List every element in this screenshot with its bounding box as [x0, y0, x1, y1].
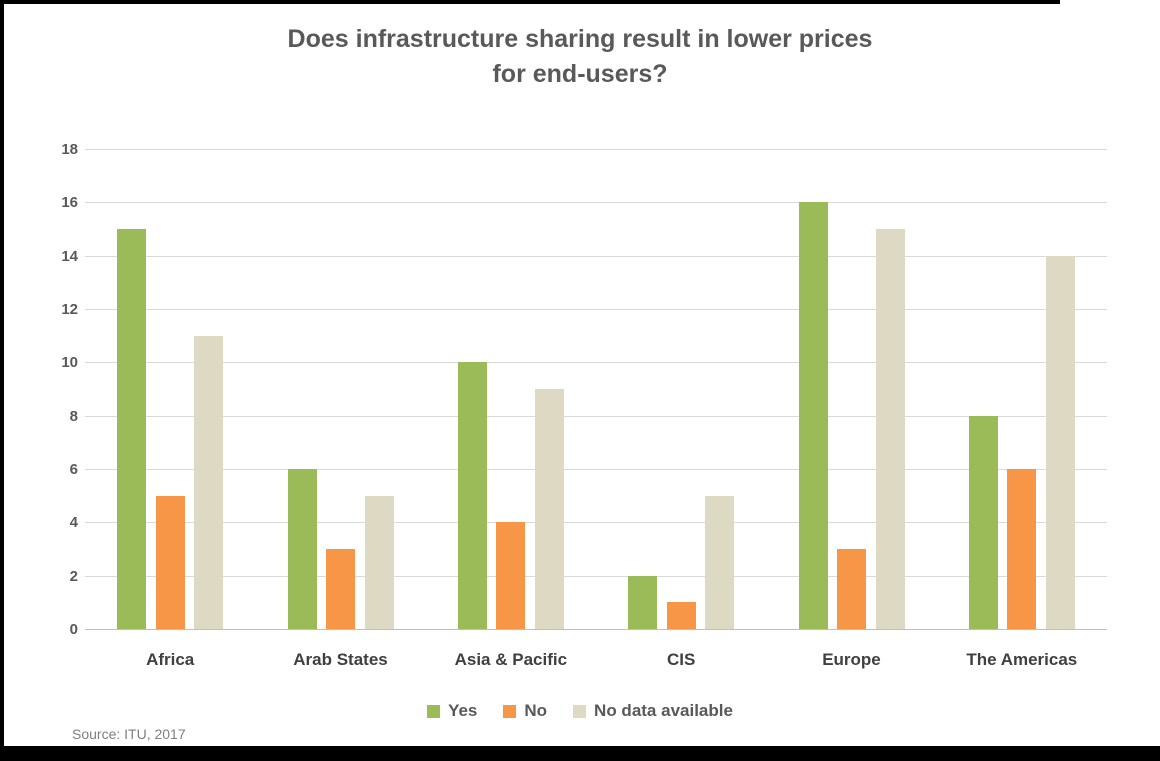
legend-label-yes: Yes — [448, 701, 478, 720]
y-axis-tick-2: 2 — [69, 567, 78, 585]
bar-cis-no — [666, 602, 696, 629]
bar-cis-no-data-available — [705, 495, 735, 629]
bar-asia-pacific-no — [496, 522, 526, 629]
bar-europe-no — [837, 549, 866, 629]
x-axis-line — [85, 629, 1107, 630]
bar-arab-states-no-data-available — [364, 495, 394, 629]
y-axis-tick-8: 8 — [69, 407, 78, 425]
legend-swatch-no-data-available — [573, 704, 587, 718]
y-axis-tick-16: 16 — [61, 194, 78, 212]
legend-item-no-data-available: No data available — [573, 701, 733, 721]
gridline-y14 — [85, 255, 1107, 257]
bar-cis-yes — [628, 575, 658, 629]
chart-legend: Yes No No data available — [0, 701, 1160, 721]
category-label-africa: Africa — [146, 650, 195, 669]
legend-item-yes: Yes — [427, 701, 477, 721]
bar-arab-states-no — [326, 549, 355, 629]
gridline-y12 — [85, 309, 1107, 310]
bar-europe-yes — [798, 202, 828, 629]
gridline-y18 — [85, 149, 1107, 150]
gridline-y6 — [85, 469, 1107, 470]
y-axis-tick-18: 18 — [61, 141, 78, 158]
frame-border-bottom — [0, 746, 1160, 761]
bar-asia-pacific-no-data-available — [534, 389, 564, 629]
y-axis-tick-14: 14 — [61, 247, 78, 265]
gridline-y4 — [85, 522, 1107, 524]
bar-africa-yes — [117, 229, 147, 629]
legend-label-no: No — [524, 701, 548, 720]
category-label-arab-states: Arab States — [293, 650, 388, 669]
bar-the-americas-yes — [968, 415, 998, 629]
bar-africa-no — [155, 495, 185, 629]
gridline-y10 — [85, 362, 1107, 364]
gridline-y8 — [85, 415, 1107, 417]
legend-label-no-data-available: No data available — [594, 701, 733, 720]
frame-border-left — [0, 0, 4, 761]
y-axis-tick-4: 4 — [69, 514, 78, 532]
bar-europe-no-data-available — [875, 229, 905, 629]
plot-area — [85, 149, 1107, 630]
category-label-europe: Europe — [822, 650, 881, 669]
frame-border-top — [0, 0, 1060, 4]
bar-arab-states-yes — [287, 469, 317, 629]
gridline-y16 — [85, 202, 1107, 204]
bar-africa-no-data-available — [194, 335, 224, 629]
chart-title-line2: for end-users? — [492, 60, 668, 88]
legend-item-no: No — [503, 701, 547, 721]
source-note: Source: ITU, 2017 — [72, 726, 186, 742]
category-label-cis: CIS — [666, 650, 696, 669]
legend-swatch-yes — [427, 704, 441, 718]
chart-title-line1: Does infrastructure sharing result in lo… — [287, 25, 873, 53]
bar-the-americas-no — [1007, 469, 1037, 629]
y-axis-tick-6: 6 — [69, 461, 78, 478]
y-axis-tick-0: 0 — [69, 621, 78, 638]
y-axis-tick-12: 12 — [61, 301, 78, 318]
category-label-asia-pacific: Asia & Pacific — [454, 650, 568, 669]
y-axis-tick-10: 10 — [61, 354, 78, 372]
category-label-the-americas: The Americas — [966, 650, 1078, 669]
gridline-y2 — [85, 575, 1107, 577]
legend-swatch-no — [503, 704, 517, 718]
chart-title: Does infrastructure sharing result in lo… — [0, 22, 1160, 92]
bar-asia-pacific-yes — [457, 362, 487, 629]
bar-the-americas-no-data-available — [1045, 255, 1075, 629]
